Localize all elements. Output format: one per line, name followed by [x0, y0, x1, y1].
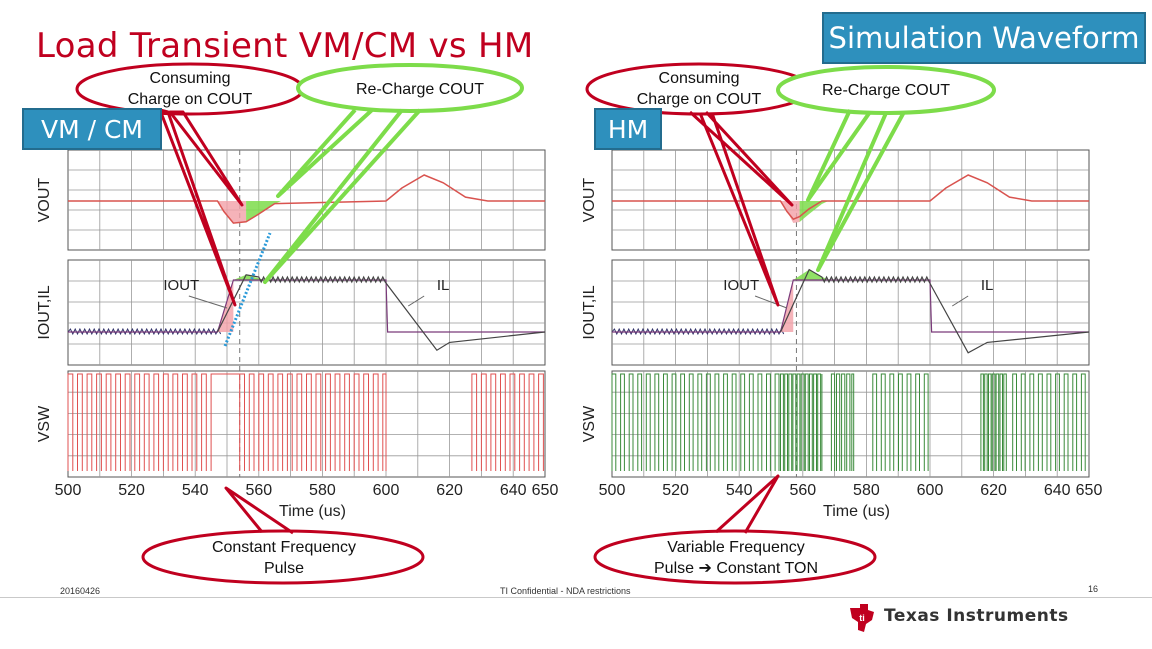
il-ripple-pre [67, 327, 222, 336]
vout-trace [612, 174, 1089, 221]
panel-ylabel: VOUT [581, 178, 598, 223]
vm-cm-label: VM / CM [22, 108, 162, 150]
callout-right-recharge: Re-Charge COUT [821, 82, 951, 99]
x-tick-label: 560 [789, 482, 816, 499]
x-tick-label: 620 [436, 482, 463, 499]
x-tick-label: 580 [309, 482, 336, 499]
il-surplus-area [233, 274, 266, 280]
company-name: Texas Instruments [884, 606, 1069, 626]
slide-title: Load Transient VM/CM vs HM [36, 26, 534, 66]
vout-discharge-area [780, 201, 800, 223]
callout-left-consume-line2: Charge on COUT [127, 91, 253, 108]
callout-left-bottom: Constant Frequency Pulse [184, 537, 384, 579]
vsw-trace [67, 373, 544, 471]
callout-left-bottom-line1: Constant Frequency [211, 539, 357, 556]
x-tick-label: 620 [980, 482, 1007, 499]
callout-left-recharge-bubble [296, 63, 524, 113]
callout-right-bottom-bubble [593, 529, 877, 585]
x-tick-label: 520 [662, 482, 689, 499]
panel-ylabel: VOUT [36, 178, 53, 223]
x-tick-label: 500 [599, 482, 626, 499]
page-number: 16 [1088, 584, 1099, 594]
panel-ylabel: VSW [581, 405, 598, 442]
x-tick-label: 600 [373, 482, 400, 499]
x-tick-label: 650 [1076, 482, 1103, 499]
callout-left-recharge-pointer [263, 108, 422, 284]
iout-label-leader [188, 295, 228, 309]
il-label: IL [981, 277, 994, 294]
x-tick-label: 540 [726, 482, 753, 499]
vm-cm-chart: VOUT IOUT,IL VSW IOUT IL 500 520 540 560 580 600 62… [36, 149, 559, 520]
slope-marker [223, 232, 272, 347]
callout-right-consume: Consuming Charge on COUT [629, 68, 769, 110]
callout-left-recharge: Re-Charge COUT [355, 81, 485, 98]
footer-bar [0, 597, 1152, 649]
il-surplus-area [793, 269, 829, 280]
panel-frame [611, 370, 1090, 478]
ti-logo-icon: ti [850, 604, 874, 632]
il-trace [779, 268, 1090, 354]
callout-right-consume-pointer [688, 110, 794, 307]
callout-right-bottom: Variable Frequency Pulse ➔ Constant TON [626, 537, 846, 579]
callout-left-consume-pointer [158, 108, 244, 307]
x-tick-label: 640 [500, 482, 527, 499]
panel-ylabel: IOUT,IL [36, 285, 53, 339]
x-tick-label: 650 [532, 482, 559, 499]
vout-recharge-area [246, 201, 282, 222]
x-axis-label: Time (us) [823, 503, 890, 520]
vsw-trace [611, 373, 1086, 471]
il-label-leader [407, 295, 425, 307]
panel-ylabel: VSW [36, 405, 53, 442]
callout-shapes [75, 62, 996, 585]
hm-chart: VOUT IOUT,IL VSW IOUT IL 500 520 540 560 580 600 62… [581, 149, 1103, 520]
callout-right-consume-line1: Consuming [658, 70, 740, 87]
callout-right-bottom-line2: Pulse ➔ Constant TON [654, 560, 818, 577]
callout-left-consume-line1: Consuming [149, 70, 231, 87]
panel-ylabel: IOUT,IL [581, 285, 598, 339]
vout-recharge-area [799, 201, 829, 222]
waveform-charts: VOUT IOUT,IL VSW IOUT IL 500 520 540 560 580 600 62… [36, 62, 1103, 585]
callout-right-consume-line2: Charge on COUT [636, 91, 762, 108]
iout-label-leader [754, 295, 788, 309]
callout-right-bottom-line1: Variable Frequency [667, 539, 805, 556]
callout-right-recharge-pointer [806, 109, 906, 272]
confidential-notice: TI Confidential - NDA restrictions [500, 586, 631, 596]
callout-left-bottom-pointer [224, 486, 294, 535]
x-tick-label: 540 [182, 482, 209, 499]
x-tick-label: 640 [1044, 482, 1071, 499]
il-trace [216, 274, 546, 351]
svg-text:ti: ti [859, 613, 865, 623]
callout-left-consume: Consuming Charge on COUT [120, 68, 260, 110]
iout-label: IOUT [163, 277, 199, 294]
x-tick-label: 600 [917, 482, 944, 499]
vout-discharge-area [217, 201, 247, 223]
panel-frame [611, 149, 1090, 251]
callout-right-bottom-pointer [714, 474, 780, 534]
simulation-waveform-label: Simulation Waveform [822, 12, 1146, 64]
callout-left-bottom-line2: Pulse [263, 560, 305, 577]
iout-label: IOUT [723, 277, 759, 294]
x-tick-label: 580 [853, 482, 880, 499]
x-axis-label: Time (us) [279, 503, 346, 520]
x-tick-label: 500 [55, 482, 82, 499]
x-tick-label: 520 [118, 482, 145, 499]
il-label: IL [437, 277, 450, 294]
x-tick-label: 560 [245, 482, 272, 499]
hm-label: HM [594, 108, 662, 150]
slide-date: 20160426 [60, 586, 101, 596]
callout-left-bottom-bubble [141, 529, 425, 585]
il-ripple-pre [611, 327, 785, 336]
il-label-leader [951, 295, 969, 307]
